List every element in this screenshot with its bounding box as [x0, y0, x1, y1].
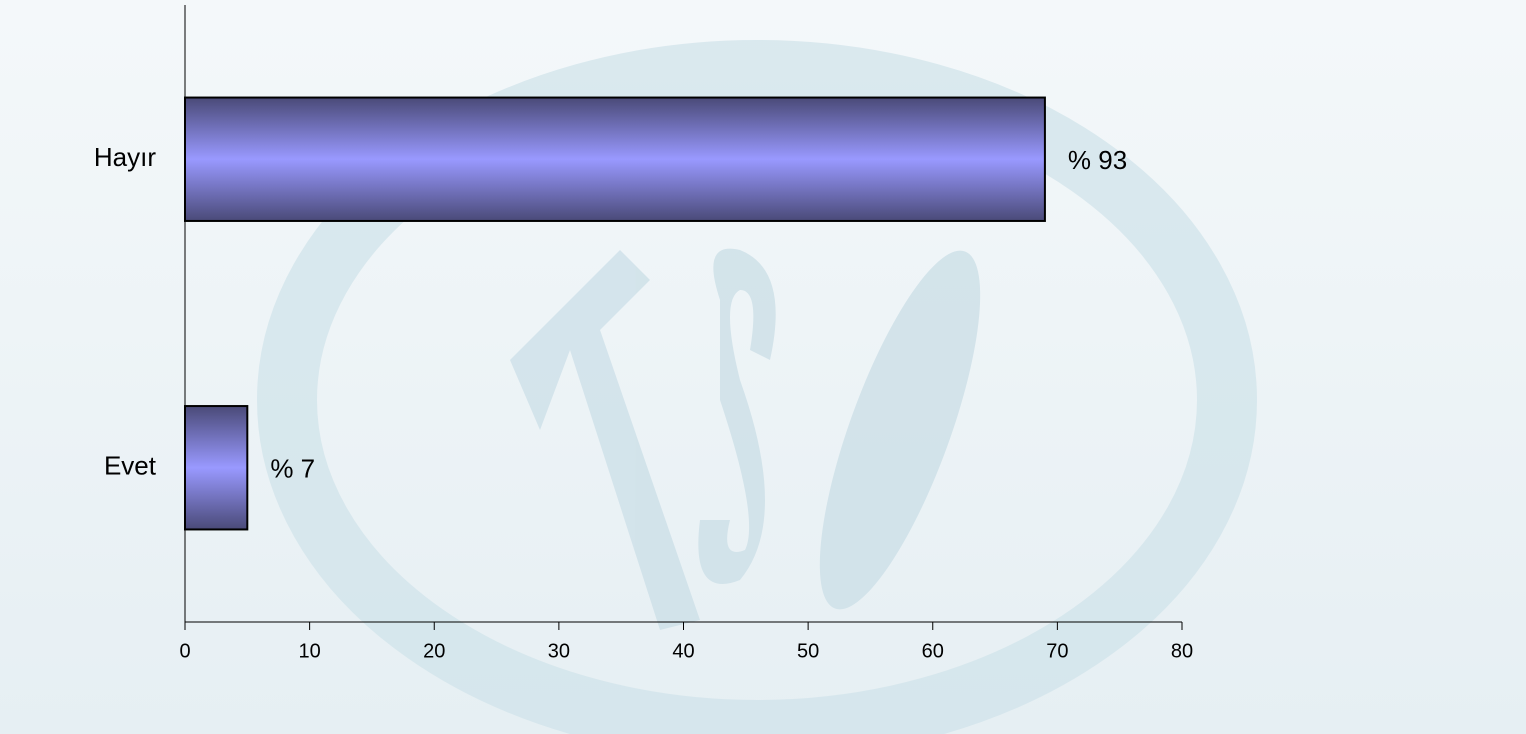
x-tick-label: 40 — [672, 640, 694, 662]
x-tick-label: 0 — [179, 640, 190, 662]
x-tick-label: 20 — [423, 640, 445, 662]
x-tick-label: 70 — [1046, 640, 1068, 662]
x-tick-label: 80 — [1171, 640, 1193, 662]
y-tick-label: Hayır — [94, 142, 156, 172]
x-tick-label: 60 — [922, 640, 944, 662]
watermark-letters — [510, 248, 981, 630]
bar — [184, 405, 249, 531]
x-tick-label: 30 — [548, 640, 570, 662]
bar-label: % 93 — [1068, 145, 1127, 175]
watermark — [257, 40, 1257, 734]
bar-label: % 7 — [270, 454, 315, 484]
x-tick-label: 50 — [797, 640, 819, 662]
y-tick-label: Evet — [104, 451, 157, 481]
x-tick-label: 10 — [299, 640, 321, 662]
bar — [184, 96, 1046, 222]
